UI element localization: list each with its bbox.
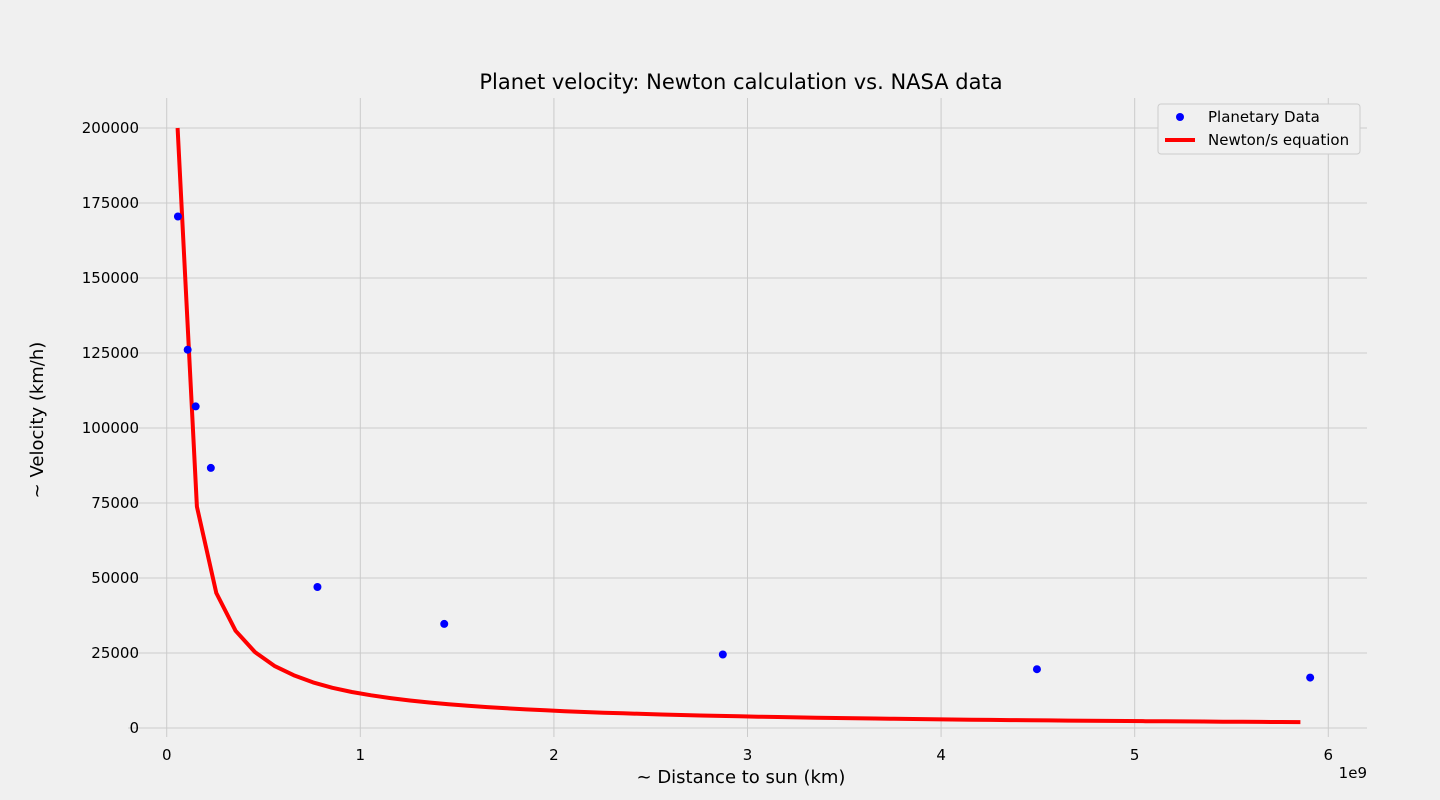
chart-title: Planet velocity: Newton calculation vs. … (479, 70, 1002, 94)
planetary-data-point (440, 619, 449, 628)
planetary-data-point (1032, 665, 1041, 674)
x-offset-text: 1e9 (1339, 764, 1367, 782)
x-tick-label: 4 (936, 746, 946, 764)
y-tick-label: 25000 (91, 644, 139, 662)
plot-series (173, 127, 1315, 725)
y-tick-label: 100000 (82, 419, 139, 437)
y-tick-labels: 0 25000 50000 75000 100000 125000 150000 175000… (82, 119, 139, 737)
y-axis-label: ~ Velocity (km/h) (27, 342, 48, 499)
x-tick-label: 0 (162, 746, 172, 764)
legend-box (1157, 103, 1361, 155)
y-tick-label: 125000 (82, 344, 139, 362)
legend-label-planetary: Planetary Data (1208, 108, 1320, 126)
x-tick-labels: 0 1 2 3 4 5 6 (162, 746, 1333, 764)
legend: Planetary Data Newton/s equation (1157, 103, 1361, 155)
x-tick-label: 2 (549, 746, 559, 764)
legend-marker-planetary (1176, 113, 1184, 121)
newton-equation-line (175, 127, 1301, 725)
y-tick-label: 200000 (82, 119, 139, 137)
planetary-data-point (191, 402, 200, 411)
planetary-data-point (1306, 673, 1315, 682)
y-tick-label: 175000 (82, 194, 139, 212)
y-tick-label: 75000 (91, 494, 139, 512)
planetary-data-point (173, 212, 182, 221)
planetary-data-point (206, 463, 215, 472)
x-tick-label: 3 (743, 746, 753, 764)
y-tick-label: 0 (129, 719, 139, 737)
x-tick-label: 5 (1130, 746, 1140, 764)
x-tick-label: 1 (356, 746, 366, 764)
y-tick-label: 50000 (91, 569, 139, 587)
y-tick-label: 150000 (82, 269, 139, 287)
x-axis-label: ~ Distance to sun (km) (637, 767, 846, 788)
grid-lines (128, 98, 1367, 737)
legend-label-newton: Newton/s equation (1208, 131, 1349, 149)
planetary-data-point (313, 583, 322, 591)
x-tick-label: 6 (1324, 746, 1334, 764)
planetary-data-point (718, 650, 727, 659)
planetary-data-point (183, 345, 192, 354)
